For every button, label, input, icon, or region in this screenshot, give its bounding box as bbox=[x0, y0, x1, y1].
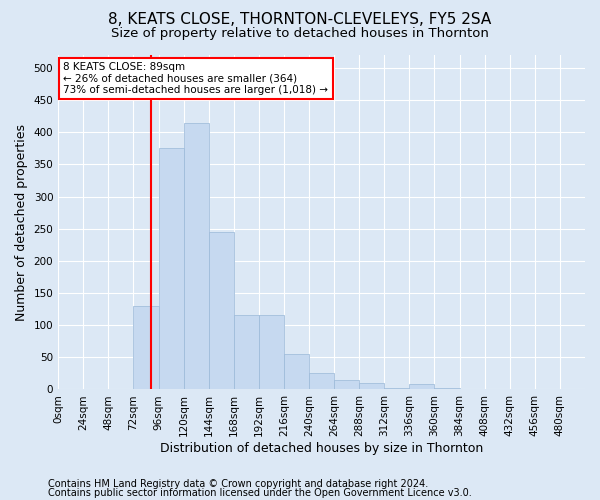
Bar bbox=[284, 354, 309, 390]
Text: Contains HM Land Registry data © Crown copyright and database right 2024.: Contains HM Land Registry data © Crown c… bbox=[48, 479, 428, 489]
Bar bbox=[234, 316, 259, 390]
Bar bbox=[109, 389, 133, 390]
Bar bbox=[209, 232, 234, 390]
Text: Size of property relative to detached houses in Thornton: Size of property relative to detached ho… bbox=[111, 28, 489, 40]
Bar bbox=[133, 306, 158, 390]
Text: 8, KEATS CLOSE, THORNTON-CLEVELEYS, FY5 2SA: 8, KEATS CLOSE, THORNTON-CLEVELEYS, FY5 … bbox=[109, 12, 491, 28]
Bar bbox=[434, 388, 460, 390]
Bar bbox=[535, 389, 560, 390]
Bar bbox=[158, 148, 184, 390]
Bar bbox=[184, 122, 209, 390]
Bar bbox=[58, 389, 83, 390]
Y-axis label: Number of detached properties: Number of detached properties bbox=[15, 124, 28, 320]
Bar bbox=[259, 316, 284, 390]
Bar bbox=[510, 389, 535, 390]
Bar bbox=[83, 389, 109, 390]
Bar bbox=[385, 388, 409, 390]
Bar bbox=[460, 389, 485, 390]
Bar bbox=[309, 374, 334, 390]
Bar bbox=[409, 384, 434, 390]
Bar bbox=[560, 389, 585, 390]
Text: Contains public sector information licensed under the Open Government Licence v3: Contains public sector information licen… bbox=[48, 488, 472, 498]
X-axis label: Distribution of detached houses by size in Thornton: Distribution of detached houses by size … bbox=[160, 442, 483, 455]
Text: 8 KEATS CLOSE: 89sqm
← 26% of detached houses are smaller (364)
73% of semi-deta: 8 KEATS CLOSE: 89sqm ← 26% of detached h… bbox=[64, 62, 328, 95]
Bar bbox=[485, 389, 510, 390]
Bar bbox=[359, 383, 385, 390]
Bar bbox=[334, 380, 359, 390]
